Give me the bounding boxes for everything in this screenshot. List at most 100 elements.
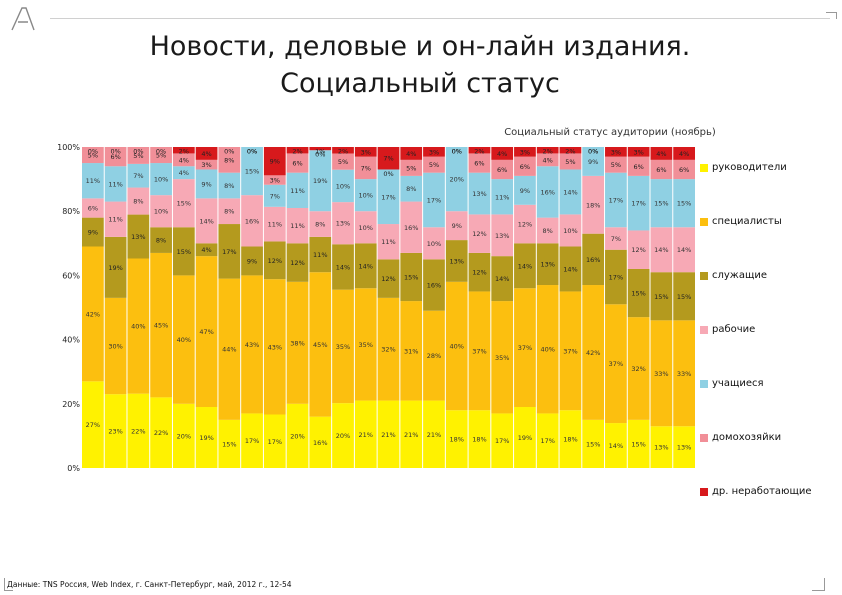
data-label: 35% xyxy=(495,354,509,362)
data-label: 4% xyxy=(679,150,689,158)
data-label: 10% xyxy=(563,227,577,235)
bar-segment xyxy=(423,147,445,157)
data-label: 10% xyxy=(359,192,373,200)
bar-segment xyxy=(400,400,423,468)
data-label: 1% xyxy=(315,148,325,156)
legend-item: др. неработающие xyxy=(700,486,812,497)
data-label: 20% xyxy=(177,432,191,440)
bar-segment xyxy=(582,175,605,234)
data-label: 12% xyxy=(381,275,395,283)
bar-segment xyxy=(468,252,491,292)
bar-segment xyxy=(468,410,491,468)
bar-segment xyxy=(400,252,423,302)
data-label: 12% xyxy=(472,230,486,238)
bar-segment xyxy=(377,400,400,468)
bar-segment xyxy=(423,156,445,173)
legend-swatch xyxy=(700,433,708,442)
bar-segment xyxy=(673,227,695,273)
bar-segment xyxy=(195,407,218,468)
bar-segment xyxy=(127,258,150,394)
bar-segment xyxy=(468,172,491,215)
data-label: 14% xyxy=(563,265,577,273)
data-label: 9% xyxy=(247,257,257,265)
legend-item: учащиеся xyxy=(700,378,764,389)
data-label: 15% xyxy=(586,440,600,448)
bar-segment xyxy=(423,259,445,311)
legend-swatch xyxy=(700,325,708,334)
legend-label: др. неработающие xyxy=(712,486,812,497)
bar-segment xyxy=(218,278,241,420)
data-label: 45% xyxy=(154,322,168,330)
bar-segment xyxy=(605,156,627,173)
data-label: 15% xyxy=(631,290,645,298)
data-label: 15% xyxy=(677,200,691,208)
bar-segment xyxy=(650,272,673,321)
bar-segment xyxy=(172,147,195,154)
bar-segment xyxy=(491,413,514,468)
bar-segment xyxy=(582,285,605,420)
data-label: 33% xyxy=(677,370,691,378)
bar-segment xyxy=(82,381,104,468)
data-label: 43% xyxy=(268,343,282,351)
bar-segment xyxy=(491,147,514,160)
data-label: 8% xyxy=(315,221,325,229)
data-label: 6% xyxy=(110,153,120,161)
data-label: 40% xyxy=(131,323,145,331)
data-label: 31% xyxy=(404,347,418,355)
bar-segment xyxy=(332,403,354,468)
data-label: 20% xyxy=(290,432,304,440)
data-label: 42% xyxy=(86,310,100,318)
bar-segment xyxy=(377,297,400,401)
data-label: 8% xyxy=(224,182,234,190)
data-label: 16% xyxy=(404,224,418,232)
data-label: 4% xyxy=(656,150,666,158)
data-label: 2% xyxy=(565,148,575,156)
data-label: 6% xyxy=(656,166,666,174)
data-label: 5% xyxy=(611,161,621,169)
data-label: 16% xyxy=(540,188,554,196)
data-label: 38% xyxy=(290,339,304,347)
data-label: 12% xyxy=(290,259,304,267)
legend-item: домохозяйки xyxy=(700,432,781,443)
bar-segment xyxy=(491,179,514,215)
bar-segment xyxy=(127,393,150,468)
data-label: 0% xyxy=(247,148,257,156)
data-label: 20% xyxy=(449,176,463,184)
bar-segment xyxy=(309,272,332,417)
bar-segment xyxy=(582,233,605,286)
bar-segment xyxy=(172,403,195,468)
data-label: 23% xyxy=(108,428,122,436)
bar-segment xyxy=(627,175,650,231)
data-label: 4% xyxy=(201,246,211,254)
logo-mark xyxy=(11,7,35,31)
data-label: 8% xyxy=(156,237,166,245)
y-tick-label: 20% xyxy=(62,400,80,409)
data-label: 28% xyxy=(427,352,441,360)
bar-segment xyxy=(241,413,263,468)
bar-segment xyxy=(400,175,423,202)
bar-segment xyxy=(423,400,445,468)
bar-segment xyxy=(354,179,377,212)
data-label: 5% xyxy=(429,161,439,169)
legend-item: специалисты xyxy=(700,216,782,227)
data-label: 0% xyxy=(88,148,98,156)
legend-item: служащие xyxy=(700,270,767,281)
bar-segment xyxy=(354,211,377,244)
data-label: 20% xyxy=(336,432,350,440)
bar-segment xyxy=(491,159,514,180)
bar-segment xyxy=(423,227,445,260)
bar-segment xyxy=(82,198,104,218)
bar-segment xyxy=(309,236,332,273)
bar-segment xyxy=(82,246,104,382)
bar-segment xyxy=(445,281,468,411)
data-label: 21% xyxy=(427,431,441,439)
data-label: 0% xyxy=(224,148,234,156)
data-label: 44% xyxy=(222,346,236,354)
bar-segment xyxy=(536,166,559,218)
data-label: 8% xyxy=(133,198,143,206)
data-label: 14% xyxy=(359,262,373,270)
bar-segment xyxy=(172,275,195,404)
data-label: 18% xyxy=(586,201,600,209)
bar-segment xyxy=(218,198,241,225)
data-label: 4% xyxy=(201,150,211,158)
